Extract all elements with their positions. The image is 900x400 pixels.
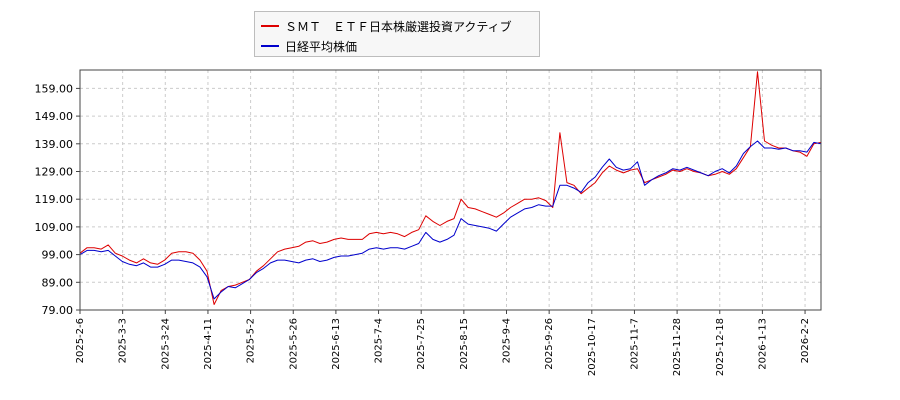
series-line-nikkei [79,140,822,300]
x-tick-label: 2025-6-13 [331,318,342,370]
x-tick-label: 2025-5-26 [288,318,299,370]
grid-lines [79,70,821,311]
x-tick-label: 2025-11-7 [629,318,640,370]
y-tick-label: 159.00 [35,82,74,95]
legend-swatch-blue [261,45,279,47]
y-tick-label: 99.00 [42,249,74,262]
x-tick-label: 2026-2-2 [800,318,811,363]
y-tick-label: 89.00 [42,276,74,289]
x-tick-label: 2025-9-4 [502,318,513,363]
series-line-smt-etf [79,71,822,305]
y-tick-label: 119.00 [35,193,74,206]
legend-item-smt-etf: ＳＭＴ ＥＴＦ日本株厳選投資アクティブ [261,17,512,35]
x-tick-label: 2026-1-13 [757,318,768,370]
x-tick-label: 2025-11-28 [672,318,683,376]
y-tick-label: 79.00 [42,304,74,317]
y-tick-label: 109.00 [35,221,74,234]
y-tick-label: 129.00 [35,166,74,179]
x-tick-label: 2025-4-11 [203,318,214,370]
x-tick-label: 2025-9-26 [544,318,555,370]
legend-label-nikkei: 日経平均株価 [285,39,358,54]
legend-swatch-red [261,25,279,27]
legend: ＳＭＴ ＥＴＦ日本株厳選投資アクティブ 日経平均株価 [254,11,540,57]
x-tick-label: 2025-7-25 [416,318,427,370]
plot-frame [79,69,822,311]
x-tick-label: 2025-12-18 [715,318,726,376]
legend-item-nikkei: 日経平均株価 [261,37,357,55]
x-axis-ticks: 2025-2-6 2025-3-3 2025-3-24 2025-4-11 2025-5… [75,310,811,376]
x-tick-label: 2025-7-4 [374,318,385,363]
y-tick-label: 139.00 [35,138,74,151]
legend-label-smt-etf: ＳＭＴ ＥＴＦ日本株厳選投資アクティブ [285,19,512,34]
x-tick-label: 2025-3-3 [118,318,129,363]
series-lines [79,71,822,305]
x-tick-label: 2025-5-2 [246,318,257,363]
x-tick-label: 2025-3-24 [160,318,171,370]
x-tick-label: 2025-8-15 [459,318,470,370]
y-axis-ticks: 79.00 89.00 99.00 109.00 119.00 129.00 139.00 1… [35,82,80,317]
y-tick-label: 149.00 [35,110,74,123]
x-tick-label: 2025-10-17 [587,318,598,376]
x-tick-label: 2025-2-6 [75,318,86,363]
